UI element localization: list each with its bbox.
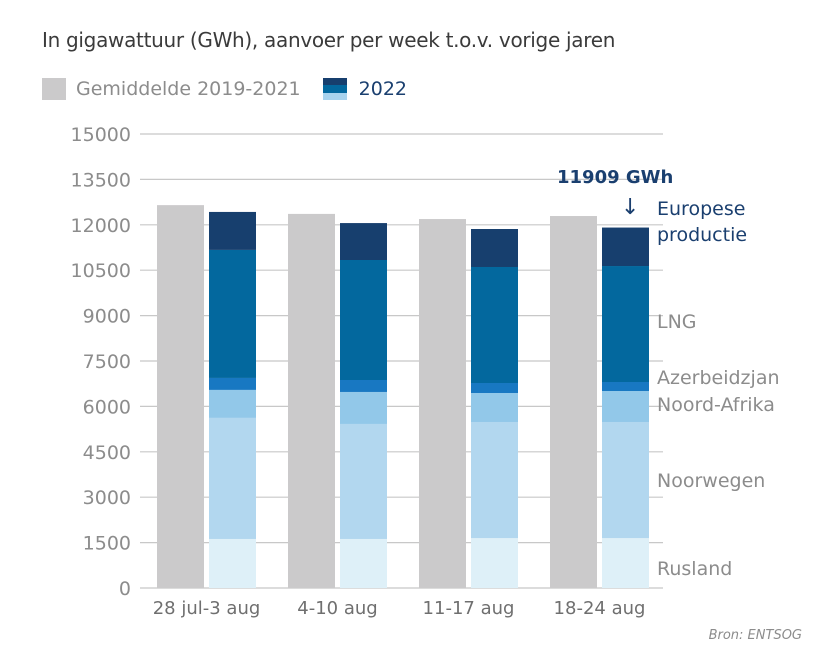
annotation-arrow: ↓ (621, 195, 639, 220)
bar-segment-lng (340, 260, 387, 381)
x-tick-label: 28 jul-3 aug (153, 598, 261, 619)
bar-segment-lng (602, 266, 649, 383)
legend-swatch-average (42, 78, 66, 100)
bar-segment-noorwegen (209, 417, 256, 539)
y-tick-label: 15000 (71, 124, 131, 146)
bar-segment-noorwegen (340, 423, 387, 539)
y-tick-label: 13500 (71, 169, 131, 191)
legend-label-2022: 2022 (358, 78, 408, 100)
chart-title: In gigawattuur (GWh), aanvoer per week t… (42, 28, 616, 52)
x-tick-label: 4-10 aug (297, 598, 377, 619)
bar-segment-noord-afrika (340, 391, 387, 424)
x-tick-label: 18-24 aug (554, 598, 646, 619)
bar-segment-rusland (471, 538, 518, 588)
side-label-rusland: Rusland (657, 558, 732, 580)
bar-average (157, 205, 204, 589)
bar-segment-rusland (209, 538, 256, 588)
bar-average (550, 216, 597, 589)
y-tick-label: 1500 (83, 533, 131, 555)
side-label-lng: LNG (657, 311, 697, 333)
bar-segment-noord-afrika (602, 390, 649, 422)
total-annotation: 11909 GWh (557, 167, 673, 188)
bar-segment-noord-afrika (209, 389, 256, 418)
x-tick-label: 11-17 aug (423, 598, 515, 619)
bar-segment-azerbeidzjan (340, 380, 387, 392)
y-tick-label: 6000 (83, 396, 131, 418)
y-tick-label: 3000 (83, 487, 131, 509)
legend-label-average: Gemiddelde 2019-2021 (76, 78, 301, 100)
side-label-europese-1: Europese (657, 198, 745, 220)
legend: Gemiddelde 2019-2021 2022 (42, 78, 407, 100)
bar-segment-lng (471, 266, 518, 384)
bar-segment-azerbeidzjan (471, 383, 518, 393)
y-tick-label: 0 (119, 578, 131, 600)
bar-segment-noorwegen (471, 421, 518, 539)
bar-segment-europese-productie (602, 227, 649, 267)
bar-segment-lng (209, 249, 256, 378)
y-tick-label: 10500 (71, 260, 131, 282)
bar-segment-europese-productie (471, 229, 518, 267)
y-tick-label: 4500 (83, 442, 131, 464)
bar-segment-rusland (340, 538, 387, 588)
bar-segment-azerbeidzjan (602, 382, 649, 391)
y-tick-label: 7500 (83, 351, 131, 373)
bar-segment-noord-afrika (471, 392, 518, 422)
bar-segment-rusland (602, 538, 649, 588)
side-label-azerbeidzjan: Azerbeidzjan (657, 367, 780, 389)
bar-average (419, 219, 466, 589)
bar-segment-noorwegen (602, 421, 649, 539)
side-label-noord-afrika: Noord-Afrika (657, 394, 775, 416)
y-tick-label: 12000 (71, 215, 131, 237)
bar-average (288, 213, 335, 589)
side-label-noorwegen: Noorwegen (657, 470, 765, 492)
bar-segment-azerbeidzjan (209, 377, 256, 390)
source-note: Bron: ENTSOG (708, 628, 802, 643)
bar-segment-europese-productie (209, 211, 256, 250)
side-label-europese-2: productie (657, 224, 747, 246)
bar-segment-europese-productie (340, 223, 387, 261)
legend-swatch-2022 (322, 78, 347, 100)
y-tick-label: 9000 (83, 306, 131, 328)
